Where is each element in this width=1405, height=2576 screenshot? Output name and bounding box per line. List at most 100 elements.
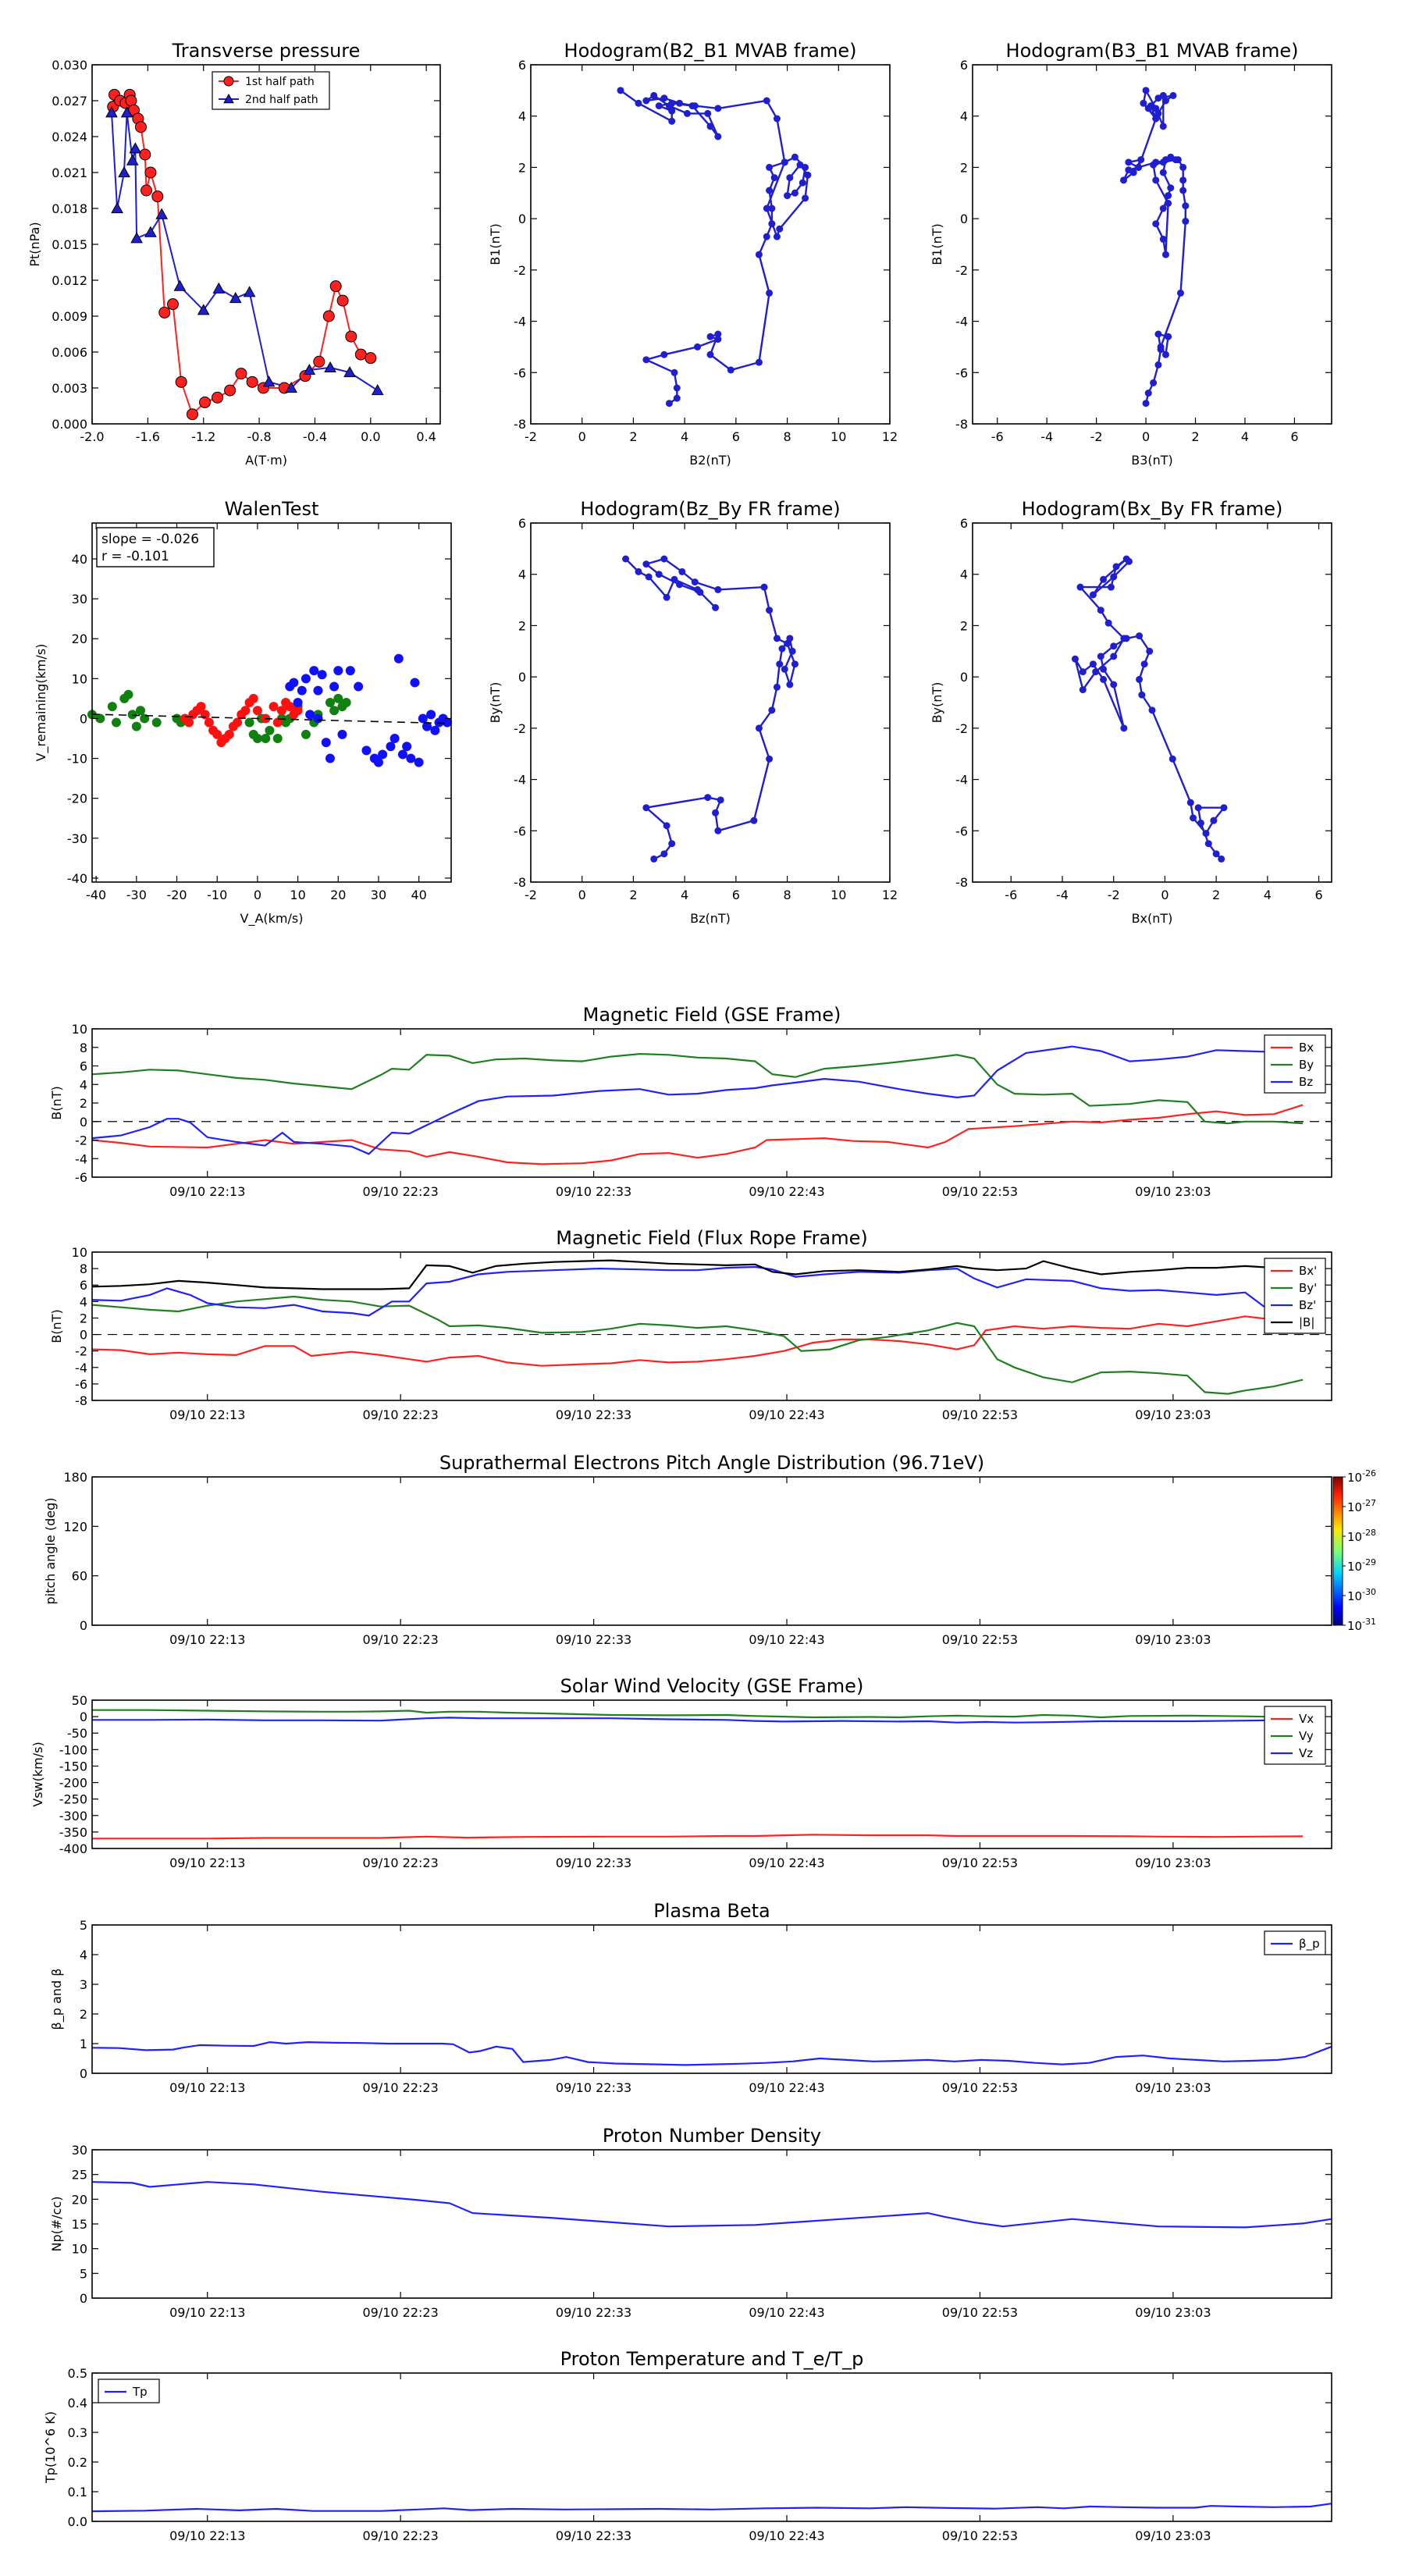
y-tick-label: 0.012 xyxy=(52,273,87,288)
plot-frame xyxy=(91,522,452,883)
walen-blue-point xyxy=(393,653,404,664)
hodogram-point xyxy=(1089,591,1097,599)
y-tick-label: -40 xyxy=(67,871,87,886)
x-tick-label: 09/10 22:43 xyxy=(749,2528,824,2543)
y-tick-label: -8 xyxy=(514,417,526,432)
second-half-marker xyxy=(243,286,256,297)
x-tick-label: 09/10 22:23 xyxy=(362,2305,438,2320)
hodogram-point xyxy=(781,665,788,673)
hodogram-point xyxy=(766,755,774,763)
y-tick-label: 0.027 xyxy=(52,94,87,109)
y-tick-label: 0.2 xyxy=(68,2455,87,2470)
hodogram-point xyxy=(788,647,796,655)
x-tick-label: 09/10 22:53 xyxy=(942,2080,1018,2095)
hodogram-point xyxy=(781,158,788,166)
hodogram-point xyxy=(1110,642,1118,650)
x-tick-label: 09/10 22:13 xyxy=(169,2305,245,2320)
hodogram-point xyxy=(1161,251,1169,258)
y-tick-label: 5 xyxy=(80,2266,87,2281)
hodogram-point xyxy=(763,205,770,212)
walen-green-point xyxy=(325,698,335,707)
legend-label: 1st half path xyxy=(245,76,315,88)
walen-green-point xyxy=(272,734,283,743)
y-tick-label: 0.5 xyxy=(68,2366,87,2381)
walen-green-point xyxy=(112,717,122,728)
x-tick-label: 09/10 22:53 xyxy=(942,1407,1018,1422)
y-tick-label: 0.0 xyxy=(68,2514,87,2529)
x-tick-label: 09/10 22:53 xyxy=(942,1184,1018,1199)
hodogram-point xyxy=(776,225,784,233)
y-tick-label: 0.018 xyxy=(52,201,87,216)
second-half-marker xyxy=(126,154,139,165)
hodogram-point xyxy=(773,233,781,240)
hodogram-point xyxy=(766,607,774,614)
hodogram-point xyxy=(1097,607,1104,614)
y-axis-label: By(nT) xyxy=(488,682,503,724)
second-half-marker xyxy=(120,106,133,118)
hodogram-line xyxy=(1122,87,1187,404)
hodogram-point xyxy=(683,109,691,117)
walen-red-point xyxy=(212,729,222,739)
y-tick-label: 0 xyxy=(80,1115,87,1130)
walen-blue-point xyxy=(418,713,428,724)
x-tick-label: -20 xyxy=(166,888,187,902)
walen-blue-point xyxy=(321,738,331,748)
hodogram-point xyxy=(768,220,776,228)
walen-blue-point xyxy=(313,685,323,696)
hodogram-point xyxy=(1190,814,1197,822)
y-tick-label: 0 xyxy=(518,670,526,685)
hodogram-point xyxy=(1159,235,1167,243)
hodogram-point xyxy=(676,99,684,107)
walen-blue-point xyxy=(402,742,412,752)
hodogram-point xyxy=(784,192,791,200)
y-axis-label: V_remaining(km/s) xyxy=(34,644,49,762)
hodogram-point xyxy=(791,660,799,668)
hodogram-point xyxy=(714,827,722,834)
y-tick-label: 15 xyxy=(72,2217,87,2232)
x-tick-label: -2 xyxy=(525,429,537,444)
panel-title: Solar Wind Velocity (GSE Frame) xyxy=(560,1675,864,1697)
first-half-marker xyxy=(144,166,157,179)
series-line xyxy=(91,1259,1304,1290)
walen-blue-point xyxy=(301,674,311,684)
hodogram-point xyxy=(1140,99,1147,107)
hodogram-point xyxy=(755,358,763,366)
hodogram-point xyxy=(655,571,663,578)
walen-blue-point xyxy=(373,757,383,767)
hodogram-point xyxy=(1076,583,1084,591)
walen-green-point xyxy=(329,706,340,716)
first-half-marker xyxy=(140,184,153,197)
y-tick-label: -2 xyxy=(75,1344,87,1359)
hodogram-point xyxy=(1120,176,1128,184)
first-half-marker xyxy=(199,396,212,408)
y-tick-label: -6 xyxy=(955,365,968,380)
hodogram-point xyxy=(1152,115,1160,123)
hodogram-point xyxy=(1097,653,1104,660)
x-tick-label: 09/10 22:43 xyxy=(749,1856,824,1870)
second-half-marker xyxy=(111,201,123,214)
hodogram-point xyxy=(1144,390,1152,397)
walen-green-point xyxy=(136,706,146,716)
panel-title: Transverse pressure xyxy=(172,40,361,62)
hodogram-point xyxy=(1202,830,1210,838)
walen-green-point xyxy=(261,734,271,743)
y-tick-label: 0.015 xyxy=(52,237,87,252)
hodogram-point xyxy=(776,660,784,668)
x-tick-label: 09/10 22:33 xyxy=(556,1856,631,1870)
x-tick-label: 09/10 22:53 xyxy=(942,1856,1018,1870)
hodogram-point xyxy=(1182,217,1190,225)
y-tick-label: -4 xyxy=(955,315,968,329)
hodogram-point xyxy=(1179,176,1187,184)
hodogram-point xyxy=(1104,619,1112,627)
y-tick-label: -50 xyxy=(67,1726,87,1741)
y-tick-label: 180 xyxy=(63,1470,87,1485)
hodogram-point xyxy=(1159,205,1167,212)
hodogram-point xyxy=(760,583,768,591)
first-half-marker xyxy=(166,298,179,311)
hodogram-point xyxy=(1138,691,1146,699)
legend-label: |B| xyxy=(1299,1315,1314,1329)
hodogram-point xyxy=(1120,724,1128,732)
walen-blue-point xyxy=(333,666,343,676)
slope-annotation: slope = -0.026 xyxy=(101,532,199,547)
